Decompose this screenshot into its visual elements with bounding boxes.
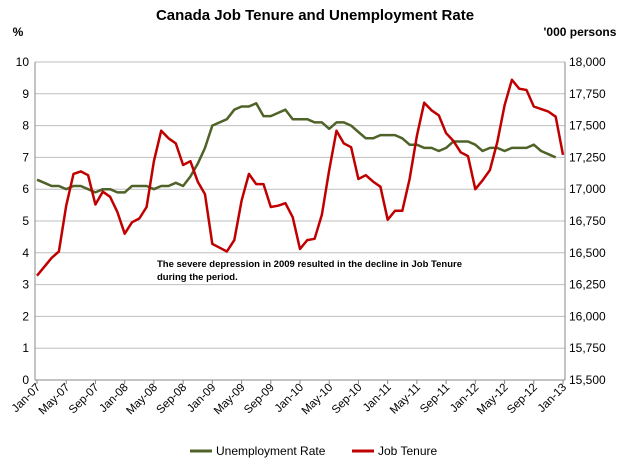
x-tick-label: Sep-12	[505, 382, 540, 417]
x-tick-label: May-10	[300, 382, 336, 418]
left-y-tick-label: 9	[22, 87, 29, 101]
right-y-tick-label: 17,000	[569, 182, 606, 196]
right-y-tick-label: 16,250	[569, 278, 606, 292]
left-y-tick-label: 6	[22, 182, 29, 196]
x-tick-label: Jan-13	[536, 382, 569, 415]
legend-label-unemployment-rate: Unemployment Rate	[216, 444, 326, 458]
left-y-tick-label: 0	[22, 373, 29, 387]
x-axis: Jan-07May-07Sep-07Jan-08May-08Sep-08Jan-…	[10, 380, 569, 417]
x-tick-label: May-07	[37, 382, 73, 418]
left-y-tick-label: 10	[16, 55, 30, 69]
right-y-tick-label: 16,000	[569, 309, 606, 323]
right-y-axis: 15,500 15,750 16,000 16,250 16,500 16,750 17,0…	[569, 55, 606, 387]
x-tick-label: Sep-10	[330, 382, 365, 417]
series-line-job-tenure	[36, 78, 565, 277]
right-y-tick-label: 16,500	[569, 246, 606, 260]
left-axis-unit-label: %	[13, 25, 24, 39]
left-y-tick-label: 8	[22, 119, 29, 133]
left-y-axis: 0 1 2 3 4 5 6 7 8 9 10	[16, 55, 30, 387]
annotation-line-2: during the period.	[157, 272, 238, 283]
gridlines	[34, 61, 566, 381]
left-y-tick-label: 2	[22, 309, 29, 323]
x-tick-label: May-12	[475, 382, 511, 418]
right-y-tick-label: 17,500	[569, 119, 606, 133]
right-y-tick-label: 15,750	[569, 341, 606, 355]
right-y-tick-label: 17,250	[569, 150, 606, 164]
right-y-tick-label: 16,750	[569, 214, 606, 228]
x-tick-label: May-08	[124, 382, 160, 418]
left-y-tick-label: 7	[22, 150, 29, 164]
left-y-tick-label: 3	[22, 278, 29, 292]
left-y-tick-label: 1	[22, 341, 29, 355]
x-tick-label: Sep-11	[418, 382, 452, 416]
x-tick-label: May-09	[212, 382, 248, 418]
series-lines	[36, 78, 565, 277]
x-tick-label: Sep-09	[242, 382, 277, 417]
chart-title: Canada Job Tenure and Unemployment Rate	[156, 7, 474, 24]
right-y-tick-label: 15,500	[569, 373, 606, 387]
left-y-tick-label: 5	[22, 214, 29, 228]
right-y-tick-label: 17,750	[569, 87, 606, 101]
x-tick-label: Sep-08	[155, 382, 190, 417]
legend-label-job-tenure: Job Tenure	[378, 444, 437, 458]
x-tick-label: Sep-07	[67, 382, 102, 417]
right-y-tick-label: 18,000	[569, 55, 606, 69]
annotation-line-1: The severe depression in 2009 resulted i…	[157, 259, 462, 270]
series-line-unemployment-rate	[36, 102, 557, 194]
legend: Unemployment Rate Job Tenure	[190, 444, 437, 458]
x-tick-label: May-11	[388, 382, 423, 417]
left-y-tick-label: 4	[22, 246, 29, 260]
right-axis-unit-label: '000 persons	[544, 25, 617, 39]
